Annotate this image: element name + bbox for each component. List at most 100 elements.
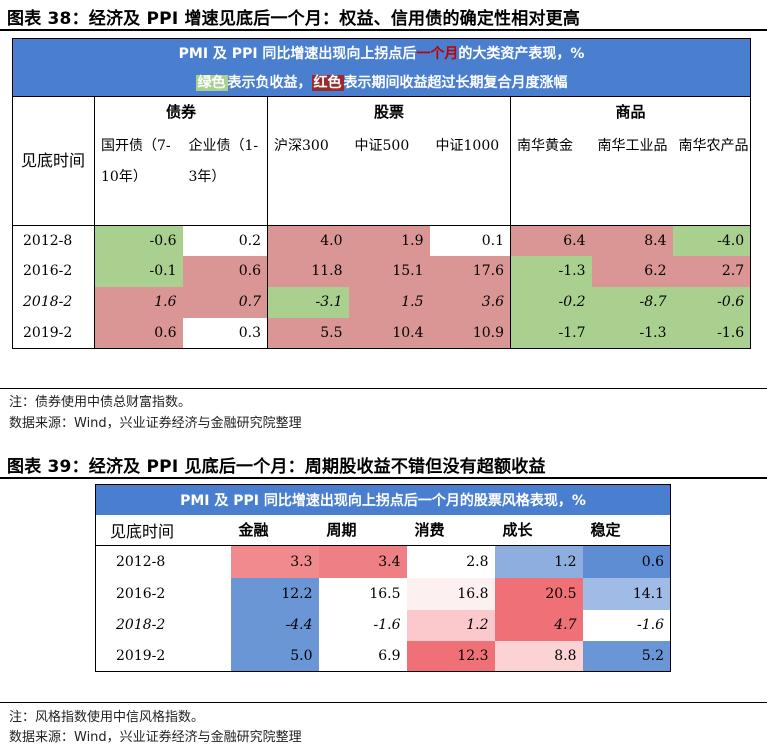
cell: 0.6 [94, 317, 183, 349]
cell: 3.4 [318, 545, 407, 578]
cell: -1.6 [672, 317, 751, 349]
col-header: 稳定 [590, 521, 621, 540]
group-commodities: 商品 [509, 96, 751, 127]
figure-38-source: 数据来源：Wind，兴业证券经济与金融研究院整理 [9, 416, 302, 431]
cell: 6.9 [318, 640, 407, 672]
cell: 3.3 [230, 545, 319, 578]
table-row: 2012-8 -0.6 0.2 4.0 1.9 0.1 6.4 8.4 -4.0 [13, 225, 751, 256]
col-header: 中证500 [348, 126, 430, 226]
style-table: PMI 及 PPI 同比增速出现向上拐点后一个月的股票风格表现，% 见底时间 金… [95, 484, 671, 672]
figure-39-source: 数据来源：Wind，兴业证券经济与金融研究院整理 [9, 730, 302, 745]
figure-39-title: 图表 39：经济及 PPI 见底后一个月：周期股收益不错但没有超额收益 [7, 457, 546, 477]
table-row: 2016-2 12.2 16.5 16.8 20.5 14.1 [96, 577, 671, 610]
cell: 10.4 [348, 317, 430, 349]
row-label-header: 见底时间 [110, 521, 175, 541]
cell: -0.2 [510, 286, 592, 318]
table-row: 2019-2 5.0 6.9 12.3 8.8 5.2 [96, 640, 671, 672]
cell: 8.8 [494, 640, 583, 672]
cell: 1.2 [406, 609, 495, 641]
col-header: 南华工业品 [591, 126, 673, 226]
row-label: 2016-2 [23, 263, 73, 279]
cell: 6.2 [591, 255, 673, 287]
row-label: 2012-8 [23, 232, 73, 249]
cell: 6.4 [510, 225, 592, 256]
cell: -1.3 [510, 255, 592, 287]
cell: 1.9 [348, 225, 430, 256]
figure-38-top-rule [0, 29, 767, 31]
cell: 12.2 [230, 577, 319, 610]
group-bonds: 债券 [94, 96, 268, 127]
cell: 1.6 [94, 286, 183, 318]
col-header: 消费 [414, 521, 445, 540]
cell: 0.1 [429, 225, 511, 256]
col-header: 周期 [326, 521, 357, 540]
figure-39-bottom-rule [0, 702, 767, 703]
cell: 0.6 [182, 255, 268, 287]
table-row: 2018-2 1.6 0.7 -3.1 1.5 3.6 -0.2 -8.7 -0… [13, 286, 751, 318]
cell: 16.5 [318, 577, 407, 610]
cell: -4.0 [672, 225, 751, 256]
col-header: 金融 [238, 521, 269, 540]
cell: -0.1 [94, 255, 183, 287]
row-label: 2016-2 [116, 585, 166, 602]
table-header: PMI 及 PPI 同比增速出现向上拐点后一个月的股票风格表现，% [95, 484, 671, 515]
cell: -1.6 [318, 609, 407, 641]
row-label: 2012-8 [116, 553, 166, 570]
cell: 5.2 [582, 640, 671, 672]
row-label-header: 见底时间 [12, 96, 95, 226]
row-label: 2019-2 [23, 324, 73, 341]
cell: 2.8 [406, 545, 495, 578]
cell: -1.3 [591, 317, 673, 349]
row-label: 2019-2 [116, 647, 166, 664]
table-row: 2019-2 0.6 0.3 5.5 10.4 10.9 -1.7 -1.3 -… [13, 317, 751, 349]
col-header: 南华农产品 [672, 126, 751, 226]
figure-38-note: 注：债券使用中债总财富指数。 [9, 395, 192, 410]
cell: 0.3 [182, 317, 268, 349]
cell: 0.6 [582, 545, 671, 578]
asset-class-table: PMI 及 PPI 同比增速出现向上拐点后一个月的大类资产表现，% 绿色 表示负收… [12, 38, 752, 349]
col-header: 中证1000 [429, 126, 511, 226]
cell: 16.8 [406, 577, 495, 610]
cell: 14.1 [582, 577, 671, 610]
figure-39-top-rule [0, 477, 767, 479]
cell: 17.6 [429, 255, 511, 287]
cell: -8.7 [591, 286, 673, 318]
cell: 1.5 [348, 286, 430, 318]
table-header-line1: PMI 及 PPI 同比增速出现向上拐点后一个月的大类资产表现，% [12, 38, 751, 68]
cell: -1.7 [510, 317, 592, 349]
cell: 1.2 [494, 545, 583, 578]
figure-38-title: 图表 38：经济及 PPI 增速见底后一个月：权益、信用债的确定性相对更高 [7, 9, 581, 29]
cell: 5.0 [230, 640, 319, 672]
cell: 4.7 [494, 609, 583, 641]
cell: 2.7 [672, 255, 751, 287]
figure-39-note: 注：风格指数使用中信风格指数。 [9, 710, 205, 725]
col-header: 企业债（1-3年） [182, 126, 268, 226]
cell: 10.9 [429, 317, 511, 349]
table-row: 2018-2 -4.4 -1.6 1.2 4.7 -1.6 [96, 609, 671, 641]
cell: 5.5 [267, 317, 349, 349]
figure-38-bottom-rule [0, 388, 767, 389]
cell: 20.5 [494, 577, 583, 610]
cell: -0.6 [94, 225, 183, 256]
cell: 3.6 [429, 286, 511, 318]
cell: -4.4 [230, 609, 319, 641]
cell: 15.1 [348, 255, 430, 287]
group-equities: 股票 [267, 96, 511, 127]
col-header: 沪深300 [267, 126, 349, 226]
cell: 4.0 [267, 225, 349, 256]
cell: -1.6 [582, 609, 671, 641]
cell: -0.6 [672, 286, 751, 318]
row-label: 2018-2 [23, 294, 73, 310]
col-header: 南华黄金 [510, 126, 592, 226]
cell: 0.2 [182, 225, 268, 256]
col-header: 国开债（7-10年） [94, 126, 183, 226]
row-label: 2018-2 [116, 617, 166, 633]
table-row: 2016-2 -0.1 0.6 11.8 15.1 17.6 -1.3 6.2 … [13, 255, 751, 287]
cell: -3.1 [267, 286, 349, 318]
cell: 11.8 [267, 255, 349, 287]
table-header-line2: 绿色 表示负收益， 红色 表示期间收益超过长期复合月度涨幅 [12, 67, 751, 97]
cell: 12.3 [406, 640, 495, 672]
table-row: 2012-8 3.3 3.4 2.8 1.2 0.6 [96, 545, 671, 578]
cell: 0.7 [182, 286, 268, 318]
cell: 8.4 [591, 225, 673, 256]
